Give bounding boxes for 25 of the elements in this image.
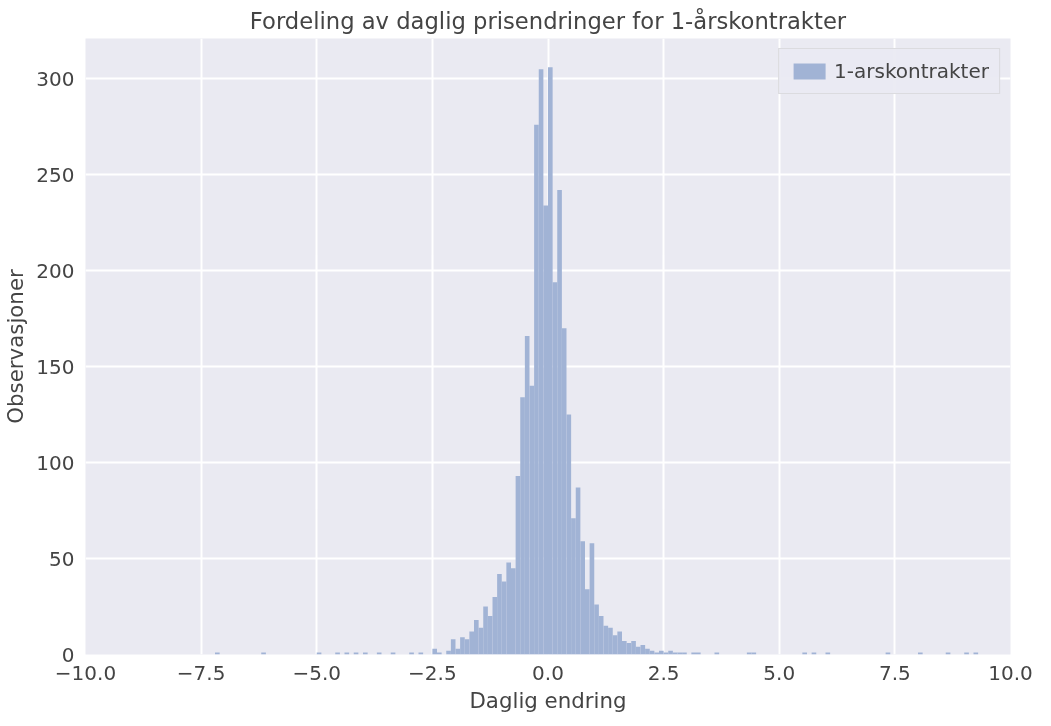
bar: [497, 573, 502, 655]
x-tick-label: 2.5: [647, 660, 680, 685]
y-tick-label: 250: [36, 162, 75, 187]
bar: [645, 648, 650, 655]
x-tick-label: 7.5: [878, 660, 911, 685]
y-tick-label: 150: [36, 354, 75, 379]
y-tick-label: 300: [36, 66, 75, 91]
bar: [460, 637, 465, 655]
x-tick-label: −5.0: [292, 660, 342, 685]
bar: [608, 627, 613, 655]
chart-title: Fordeling av daglig prisendringer for 1-årskontrakter: [249, 6, 847, 34]
y-axis-title: Observasjoner: [3, 269, 29, 424]
y-tick-label: 0: [61, 642, 75, 667]
legend-label: 1-arskontrakter: [834, 59, 989, 83]
x-tick-label: −7.5: [176, 660, 226, 685]
y-tick-label: 200: [36, 258, 75, 283]
y-tick-label: 100: [36, 450, 75, 475]
x-tick-label: 0.0: [532, 660, 564, 685]
y-tick-label: 50: [49, 546, 75, 571]
x-axis-title: Daglig endring: [469, 687, 627, 713]
bar: [450, 639, 456, 655]
x-tick-label: 5.0: [763, 660, 796, 685]
bar: [524, 335, 530, 655]
x-tick-label: −2.5: [408, 660, 457, 685]
x-tick-label: 10.0: [988, 660, 1033, 685]
